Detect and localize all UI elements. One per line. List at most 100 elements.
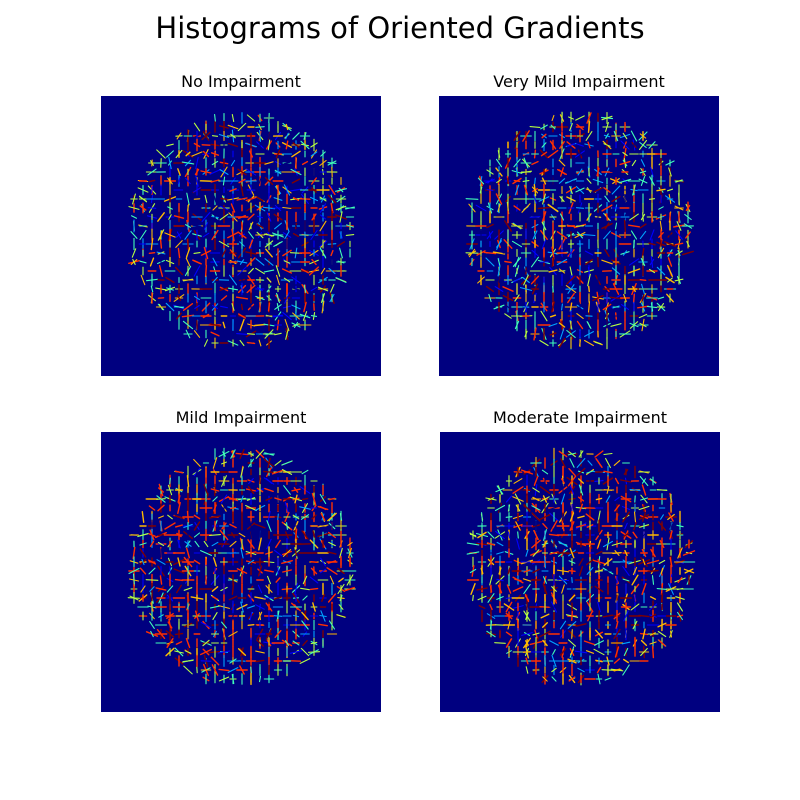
hog-orientation-segment	[174, 524, 184, 528]
hog-orientation-segment	[317, 524, 329, 528]
hog-orientation-segment	[520, 213, 532, 221]
hog-orientation-segment	[523, 569, 531, 573]
hog-orientation-segment	[578, 301, 582, 313]
hog-orientation-segment	[570, 610, 574, 622]
hog-orientation-segment	[569, 186, 573, 194]
hog-orientation-segment	[649, 641, 657, 645]
hog-orientation-segment	[338, 604, 344, 610]
hog-orientation-segment	[641, 582, 647, 596]
hog-orientation-segment	[327, 531, 337, 539]
hog-orientation-segment	[157, 504, 165, 512]
hog-orientation-segment	[649, 229, 655, 241]
hog-orientation-segment	[265, 248, 273, 258]
hog-orientation-segment	[246, 114, 256, 122]
hog-orientation-segment	[529, 216, 541, 218]
hog-orientation-segment	[523, 184, 529, 196]
hog-orientation-segment	[514, 320, 520, 330]
hog-orientation-segment	[595, 265, 601, 277]
hog-orientation-segment	[497, 203, 501, 213]
hog-orientation-segment	[632, 531, 638, 539]
hog-orientation-segment	[561, 513, 565, 521]
hog-orientation-segment	[291, 178, 301, 184]
hog-orientation-segment	[583, 640, 597, 646]
hog-orientation-segment	[210, 656, 220, 666]
hog-orientation-segment	[319, 159, 327, 167]
hog-orientation-segment	[259, 129, 261, 143]
hog-orientation-segment	[621, 641, 631, 645]
hog-orientation-segment	[632, 285, 636, 293]
hog-orientation-segment	[489, 574, 493, 586]
hog-orientation-segment	[218, 450, 230, 458]
hog-orientation-segment	[311, 258, 317, 266]
hog-orientation-segment	[230, 203, 236, 213]
hog-orientation-segment	[559, 213, 565, 221]
hog-orientation-segment	[604, 249, 610, 257]
hog-orientation-segment	[211, 664, 219, 676]
hog-orientation-segment	[505, 495, 513, 503]
hog-orientation-segment	[584, 339, 594, 347]
hog-orientation-segment	[169, 477, 171, 485]
hog-image-very-mild-impairment	[439, 96, 719, 376]
hog-orientation-segment	[194, 610, 200, 622]
hog-orientation-segment	[177, 168, 181, 176]
hog-orientation-segment	[522, 578, 532, 582]
hog-orientation-segment	[344, 586, 356, 592]
hog-orientation-segment	[229, 540, 237, 548]
hog-orientation-segment	[683, 568, 695, 574]
hog-orientation-segment	[237, 647, 247, 657]
hog-orientation-segment	[320, 267, 326, 275]
hog-orientation-segment	[186, 192, 190, 206]
hog-orientation-segment	[294, 549, 298, 557]
hog-orientation-segment	[139, 260, 147, 264]
hog-orientation-segment	[504, 220, 512, 232]
hog-orientation-segment	[533, 476, 539, 486]
hog-orientation-segment	[213, 504, 217, 512]
hog-orientation-segment	[503, 603, 515, 611]
hog-orientation-segment	[577, 667, 585, 673]
hog-orientation-segment	[569, 512, 575, 522]
hog-orientation-segment	[513, 179, 521, 183]
hog-orientation-segment	[282, 249, 292, 257]
hog-orientation-segment	[311, 492, 317, 506]
hog-orientation-segment	[204, 558, 208, 566]
hog-orientation-segment	[558, 159, 566, 167]
hog-orientation-segment	[558, 322, 566, 328]
hog-orientation-segment	[256, 196, 264, 202]
hog-orientation-segment	[514, 551, 522, 555]
hog-orientation-segment	[649, 258, 655, 266]
hog-orientation-segment	[248, 231, 254, 239]
hog-orientation-segment	[166, 637, 174, 649]
hog-orientation-segment	[622, 151, 628, 157]
hog-orientation-segment	[195, 175, 199, 187]
hog-orientation-segment	[174, 650, 184, 654]
hog-orientation-segment	[310, 151, 318, 157]
hog-orientation-segment	[237, 122, 247, 132]
hog-orientation-segment	[485, 285, 495, 293]
hog-orientation-segment	[190, 224, 204, 228]
hog-orientation-segment	[213, 195, 217, 203]
hog-orientation-segment	[321, 593, 325, 603]
hog-orientation-segment	[584, 250, 594, 256]
hog-orientation-segment	[641, 318, 645, 332]
hog-orientation-segment	[685, 231, 691, 239]
hog-orientation-segment	[543, 576, 547, 584]
hog-orientation-segment	[486, 542, 496, 546]
hog-orientation-segment	[299, 658, 311, 664]
hog-orientation-segment	[532, 549, 540, 557]
hog-orientation-segment	[495, 530, 505, 540]
hog-orientation-segment	[201, 211, 211, 223]
hog-orientation-segment	[212, 457, 218, 469]
hog-orientation-segment	[219, 205, 229, 211]
hog-orientation-segment	[310, 315, 318, 317]
hog-orientation-segment	[319, 493, 327, 505]
hog-orientation-segment	[551, 301, 555, 313]
hog-orientation-segment	[148, 505, 156, 511]
hog-orientation-segment	[174, 470, 184, 474]
hog-orientation-segment	[544, 555, 546, 569]
hog-orientation-segment	[489, 603, 493, 611]
hog-orientation-segment	[209, 313, 221, 319]
hog-orientation-segment	[281, 559, 293, 565]
hog-orientation-segment	[267, 302, 271, 312]
hog-orientation-segment	[328, 541, 336, 547]
hog-orientation-segment	[516, 619, 520, 631]
